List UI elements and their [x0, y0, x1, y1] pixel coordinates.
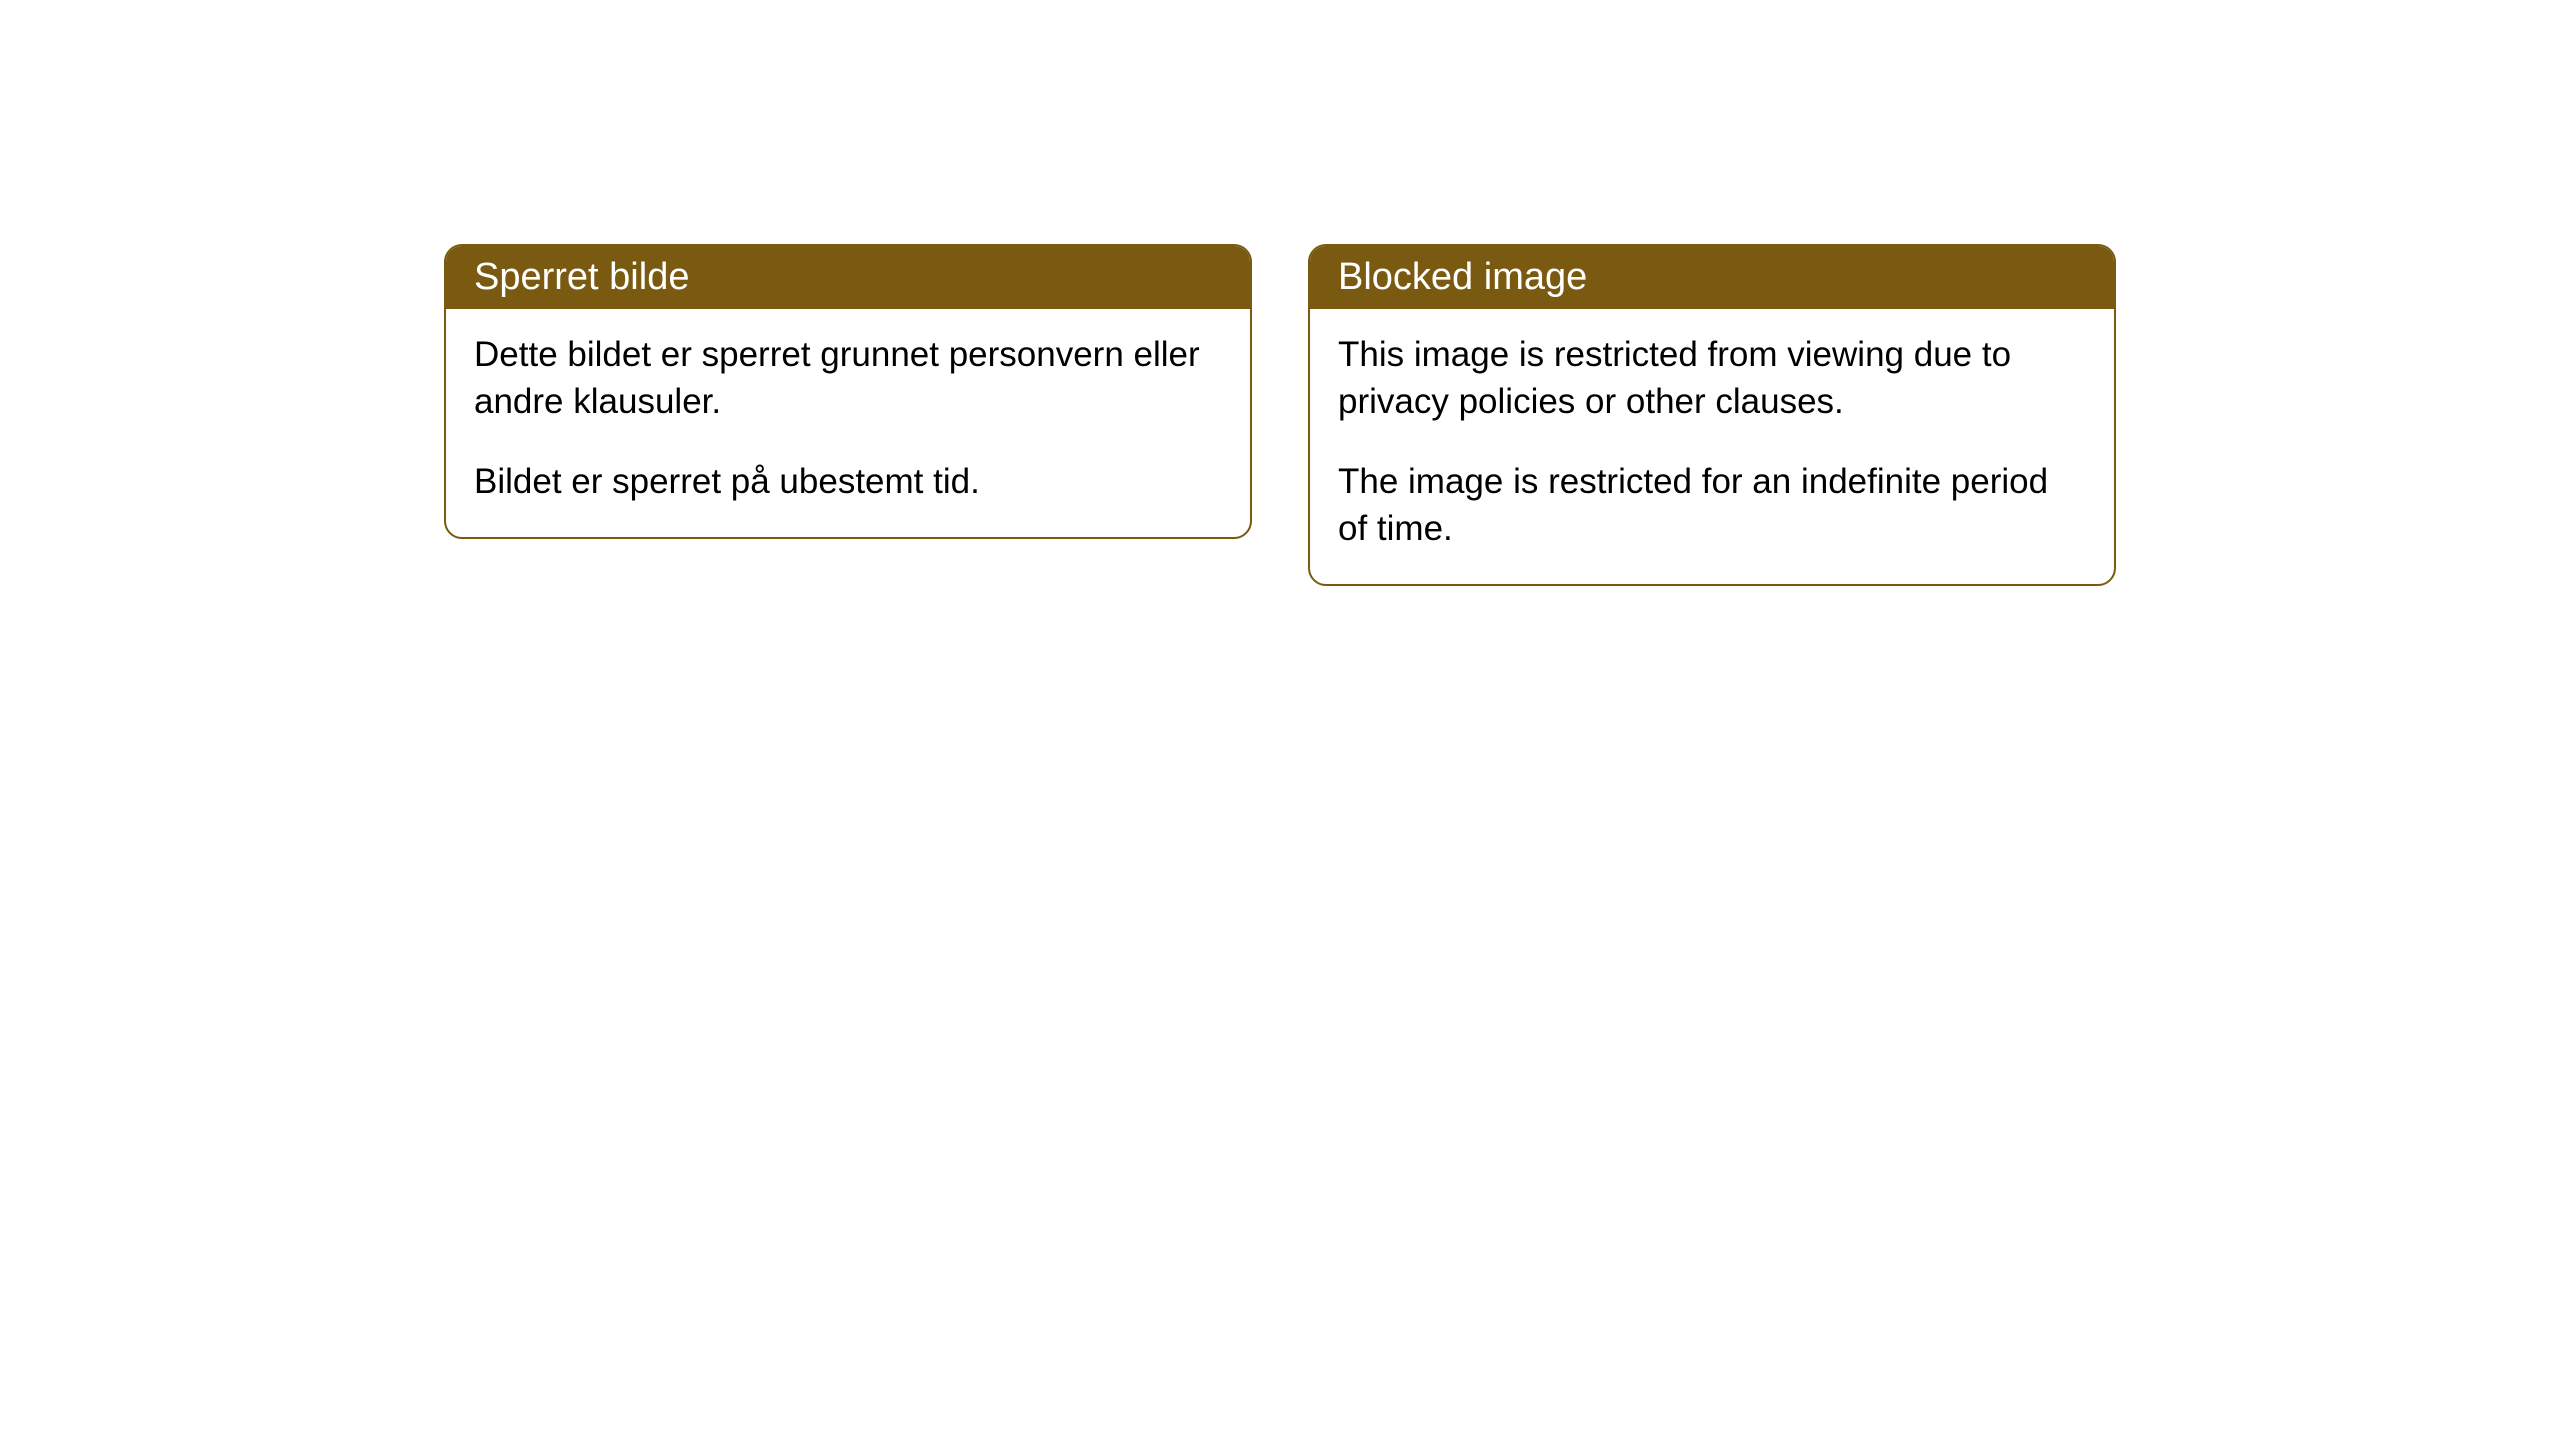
card-paragraph: The image is restricted for an indefinit…	[1338, 458, 2086, 553]
card-body-norwegian: Dette bildet er sperret grunnet personve…	[446, 309, 1250, 537]
card-paragraph: Dette bildet er sperret grunnet personve…	[474, 331, 1222, 426]
card-norwegian: Sperret bilde Dette bildet er sperret gr…	[444, 244, 1252, 539]
card-body-english: This image is restricted from viewing du…	[1310, 309, 2114, 584]
cards-container: Sperret bilde Dette bildet er sperret gr…	[444, 244, 2116, 1440]
card-english: Blocked image This image is restricted f…	[1308, 244, 2116, 586]
card-header-english: Blocked image	[1310, 246, 2114, 309]
card-header-norwegian: Sperret bilde	[446, 246, 1250, 309]
card-paragraph: This image is restricted from viewing du…	[1338, 331, 2086, 426]
card-paragraph: Bildet er sperret på ubestemt tid.	[474, 458, 1222, 505]
